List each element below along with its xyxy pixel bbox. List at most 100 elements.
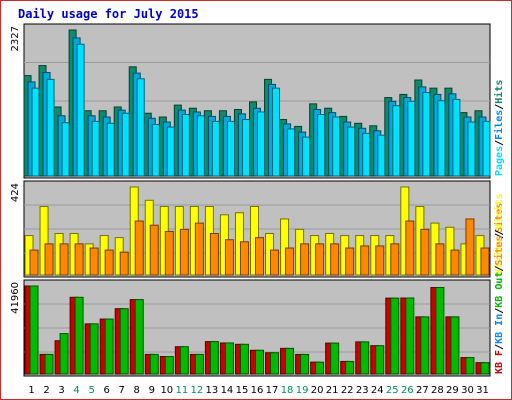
bar-visits-2 [39,206,49,276]
bar-sites-8 [134,220,144,276]
x-tick-label-16: 16 [251,385,264,396]
bar-sites-7 [119,251,129,276]
bar-kb-out-30 [465,357,475,375]
bar-kb-out-9 [149,353,159,375]
x-tick-label-30: 30 [461,385,474,396]
bar-sites-25 [390,243,400,276]
bar-sites-1 [29,249,39,276]
bar-kb-out-12 [194,353,204,375]
x-tick-label-10: 10 [160,385,173,396]
bar-kb-out-17 [270,352,280,375]
legend-visits: Visits/Sites [493,203,505,275]
bar-pages-5 [91,120,100,177]
bar-pages-6 [106,122,115,177]
bar-kb-out-1 [29,285,39,375]
x-tick-label-26: 26 [401,385,414,396]
bar-pages-10 [166,126,175,177]
bar-kb-out-23 [360,341,370,375]
bar-kb-out-22 [345,360,355,375]
bar-kb-out-4 [74,296,84,375]
bar-sites-9 [149,224,159,276]
bar-pages-22 [347,126,356,177]
legend-item: Sites [493,203,505,233]
bar-sites-16 [255,237,264,276]
bar-pages-30 [467,121,476,177]
bar-pages-18 [287,128,296,177]
legend-hits: Pages/Files/Hits [493,80,505,176]
legend-item: Pages [494,146,505,176]
x-tick-label-6: 6 [103,385,109,396]
bar-pages-17 [272,87,281,177]
bar-pages-26 [407,100,416,177]
x-tick-label-27: 27 [416,385,429,396]
bar-sites-18 [285,247,295,276]
bar-sites-5 [89,247,99,276]
bar-kb-out-26 [405,297,415,375]
x-tick-label-28: 28 [431,385,444,396]
bar-sites-2 [44,243,54,276]
x-tick-label-15: 15 [236,385,249,396]
bar-sites-27 [420,228,430,276]
x-tick-label-14: 14 [221,385,234,396]
bar-kb-out-8 [134,299,144,375]
bar-pages-13 [211,120,220,177]
legend-item: KB In [494,314,505,344]
bar-pages-31 [482,120,491,177]
bar-kb-out-24 [375,345,385,375]
x-tick-label-13: 13 [206,385,219,396]
legend-item: Visits [493,239,505,275]
bar-kb-out-13 [209,341,219,375]
y-max-label: 41960 [10,282,21,314]
bar-pages-24 [377,134,386,177]
bar-kb-out-27 [420,316,430,375]
bar-sites-10 [164,230,174,276]
bar-kb-out-25 [390,297,400,375]
bar-kb-out-11 [179,346,189,375]
bar-sites-12 [194,222,204,276]
bar-sites-19 [300,243,310,276]
legend-item: KB F [494,350,505,374]
y-max-label: 424 [10,183,21,202]
bar-kb-out-15 [239,343,249,375]
x-tick-label-11: 11 [175,385,188,396]
bar-visits-18 [280,218,290,276]
bar-kb-out-10 [164,356,174,375]
bar-sites-4 [74,243,84,276]
bar-kb-out-21 [330,342,340,375]
legend-item: / [494,266,505,272]
bar-kb-out-31 [480,362,490,375]
bar-pages-29 [452,98,461,177]
bar-sites-29 [450,249,460,276]
bar-kb-out-28 [435,287,445,375]
bar-pages-14 [226,120,235,177]
bar-sites-14 [224,239,234,276]
series-sites [29,218,490,276]
legend-item: / [494,344,505,350]
bar-pages-7 [121,112,130,177]
series-pages [31,43,491,177]
bar-pages-8 [136,78,145,177]
bar-kb-out-5 [89,323,99,375]
legend-item: Hits [493,80,505,104]
legend-kbytes: KB F/KB In/KB Out/Sites/Visits [493,193,505,374]
bar-pages-19 [302,136,311,177]
legend-item: / [494,308,505,314]
legend-item: / [494,233,505,239]
x-tick-label-9: 9 [149,385,155,396]
bar-pages-3 [61,122,70,177]
chart-title: Daily usage for July 2015 [18,7,199,21]
x-tick-label-29: 29 [446,385,459,396]
panel-kbytes: 41960 KB F/KB In/KB Out/Sites/Visits [10,193,505,377]
bar-sites-28 [435,243,445,276]
bar-kb-out-16 [255,349,264,375]
x-tick-label-20: 20 [311,385,324,396]
legend-item: / [494,229,505,235]
bar-sites-31 [480,247,490,276]
bar-kb-out-29 [450,316,460,375]
x-axis-labels: 1 2 3 4 5 6 7 8 9 10 11 12 13 14 15 16 17 18 19 20 21 22 23 24 2… [28,385,489,396]
x-tick-label-2: 2 [43,385,49,396]
x-tick-label-18: 18 [281,385,294,396]
bar-pages-23 [362,132,371,177]
